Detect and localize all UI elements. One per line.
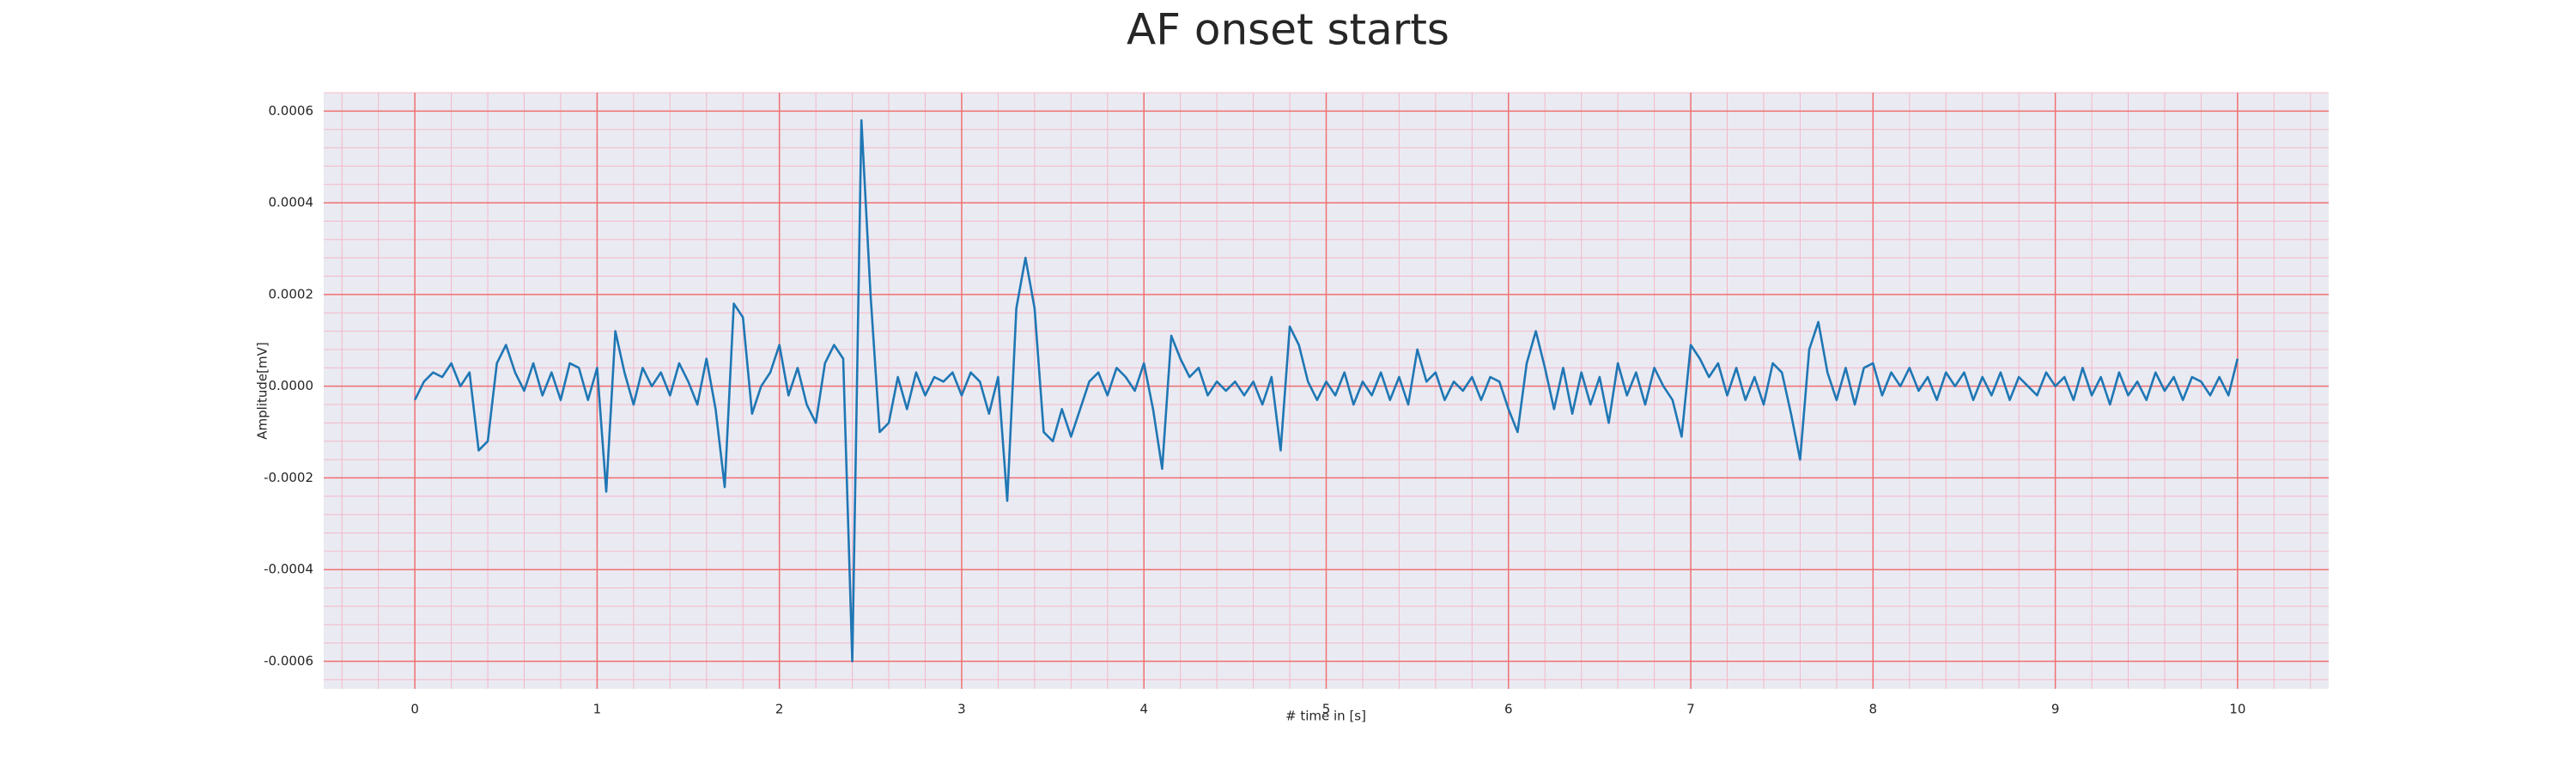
y-tick-label: 0.0002 [269, 286, 314, 301]
x-tick-label: 5 [1322, 702, 1331, 717]
x-tick-label: 8 [1869, 702, 1878, 717]
x-tick-label: 9 [2051, 702, 2060, 717]
x-tick-label: 7 [1686, 702, 1695, 717]
x-tick-label: 1 [593, 702, 602, 717]
y-tick-label: 0.0004 [269, 195, 314, 210]
x-tick-label: 3 [957, 702, 966, 717]
y-axis-label: Amplitude[mV] [255, 342, 270, 439]
grid [324, 92, 2329, 689]
x-tick-label: 0 [410, 702, 419, 717]
x-tick-label: 10 [2229, 702, 2245, 717]
y-tick-label: 0.0000 [269, 378, 314, 393]
x-axis-label: # time in [s] [1285, 709, 1366, 724]
y-tick-label: -0.0002 [264, 470, 313, 485]
chart-title: AF onset starts [1127, 5, 1449, 55]
y-tick-label: -0.0006 [264, 653, 313, 668]
y-tick-label: -0.0004 [264, 562, 313, 577]
signal-line [413, 119, 2239, 663]
x-tick-label: 6 [1504, 702, 1513, 717]
x-tick-label: 4 [1139, 702, 1148, 717]
x-tick-label: 2 [775, 702, 784, 717]
y-tick-label: 0.0006 [269, 103, 314, 119]
